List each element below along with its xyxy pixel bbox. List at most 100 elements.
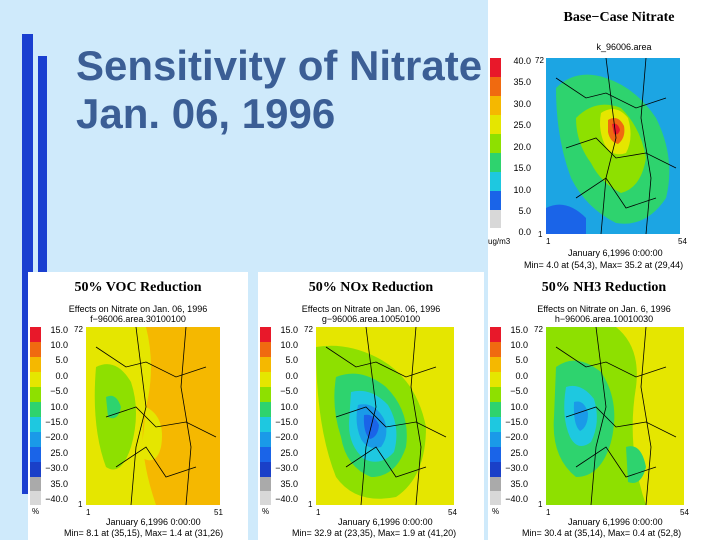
max-value: 1.9 at (41,20) (402, 528, 457, 538)
legend-label: −20.0 (45, 432, 68, 442)
max-label: Max= (599, 260, 623, 270)
legend-label: −5.0 (50, 386, 68, 396)
panel-base-case: Base−Case Nitrate k_96006.area 40.0 35.0… (488, 0, 720, 272)
legend-label: 10.0 (280, 402, 298, 412)
legend-colorbar (490, 327, 501, 505)
legend-label: 10.0 (50, 402, 68, 412)
legend-label: −20.0 (505, 432, 528, 442)
legend-label: 5.0 (55, 355, 68, 365)
legend-label: 15.0 (510, 325, 528, 335)
legend-label: 15.0 (280, 325, 298, 335)
min-label: Min= (64, 528, 84, 538)
unit-label: % (262, 507, 270, 516)
legend-colorbar (30, 327, 41, 505)
legend-label: 5.0 (518, 206, 531, 216)
panel-title: 50% VOC Reduction (74, 280, 202, 295)
min-value: 30.4 at (35,14), (544, 528, 606, 538)
legend-label: 10.0 (280, 340, 298, 350)
legend-label: −30.0 (275, 463, 298, 473)
legend-label: 10.0 (510, 402, 528, 412)
sensitivity-map (546, 327, 684, 505)
unit-label: % (492, 507, 500, 516)
max-value: 0.4 at (52,8) (632, 528, 682, 538)
min-label: Min= (524, 260, 544, 270)
axis-y-bottom: 1 (308, 500, 313, 509)
accent-bar-left (22, 34, 33, 494)
legend-label: 30.0 (513, 99, 531, 109)
min-max-line: Min= 8.1 at (35,15), Max= 1.4 at (31,26) (64, 528, 223, 538)
panel-voc-reduction: 50% VOC Reduction Effects on Nitrate on … (28, 272, 248, 540)
date-label: January 6,1996 0:00:00 (568, 517, 663, 527)
concentration-map (546, 58, 680, 234)
date-label: January 6,1996 0:00:00 (106, 517, 201, 527)
legend-label: 25.0 (510, 448, 528, 458)
legend-label: 5.0 (285, 355, 298, 365)
legend-label: 15.0 (50, 325, 68, 335)
panel-file: k_96006.area (596, 42, 652, 52)
panel-file: h−96006.area.10010030 (554, 314, 654, 324)
axis-x-end: 54 (448, 508, 457, 517)
axis-y-bottom: 1 (538, 500, 543, 509)
legend-label: 15.0 (513, 163, 531, 173)
legend-label: 10.0 (50, 340, 68, 350)
legend-label: 40.0 (513, 56, 531, 66)
min-label: Min= (292, 528, 312, 538)
legend-label: −15.0 (505, 417, 528, 427)
unit-label: ug/m3 (488, 237, 511, 246)
max-value: 35.2 at (29,44) (624, 260, 684, 270)
legend-label: 25.0 (513, 120, 531, 130)
panel-title: Base−Case Nitrate (563, 10, 675, 25)
legend-label: 35.0 (510, 479, 528, 489)
legend-label: 35.0 (513, 77, 531, 87)
legend-colorbar (260, 327, 271, 505)
legend-colorbar (490, 58, 501, 228)
axis-x-end: 54 (680, 508, 689, 517)
legend-label: 0.0 (518, 227, 531, 237)
axis-x-end: 54 (678, 237, 687, 246)
axis-x-start: 1 (546, 237, 551, 246)
legend-label: 0.0 (55, 371, 68, 381)
axis-x-start: 1 (546, 508, 551, 517)
legend-label: 35.0 (50, 479, 68, 489)
axis-y-top: 72 (304, 325, 313, 334)
legend-label: −30.0 (505, 463, 528, 473)
panel-title: 50% NH3 Reduction (541, 280, 667, 295)
axis-y-bottom: 1 (538, 230, 543, 239)
legend-label: −15.0 (275, 417, 298, 427)
legend-label: 5.0 (515, 355, 528, 365)
date-label: January 6,1996 0:00:00 (338, 517, 433, 527)
legend-label: −40.0 (505, 494, 528, 504)
sensitivity-map (316, 327, 454, 505)
panel-file: g−96006.area.10050100 (321, 314, 421, 324)
panel-subtitle-text: Effects on Nitrate on Jan. 6, 1996 (537, 304, 671, 314)
date-label: January 6,1996 0:00:00 (568, 248, 663, 258)
legend-label: −5.0 (280, 386, 298, 396)
min-max-line: Min= 30.4 at (35,14), Max= 0.4 at (52,8) (522, 528, 681, 538)
legend-label: 0.0 (285, 371, 298, 381)
unit-label: % (32, 507, 40, 516)
axis-x-end: 51 (214, 508, 223, 517)
min-label: Min= (522, 528, 542, 538)
panel-subtitle: Effects on Nitrate on Jan. 6, 1996 h−960… (488, 304, 720, 324)
axis-y-bottom: 1 (78, 500, 83, 509)
legend-label: 25.0 (50, 448, 68, 458)
legend-label: 35.0 (280, 479, 298, 489)
legend-label: −15.0 (45, 417, 68, 427)
max-label: Max= (607, 528, 631, 538)
max-label: Max= (377, 528, 401, 538)
min-max-line: Min= 4.0 at (54,3), Max= 35.2 at (29,44) (524, 260, 683, 270)
max-value: 1.4 at (31,26) (169, 528, 224, 538)
axis-x-start: 1 (316, 508, 321, 517)
legend-label: 25.0 (280, 448, 298, 458)
legend-label: −40.0 (275, 494, 298, 504)
panel-subtitle: Effects on Nitrate on Jan. 06, 1996 f−96… (28, 304, 248, 324)
axis-y-top: 72 (534, 325, 543, 334)
sensitivity-map (86, 327, 220, 505)
legend-label: −40.0 (45, 494, 68, 504)
legend-label: 10.0 (513, 185, 531, 195)
axis-x-start: 1 (86, 508, 91, 517)
axis-y-top: 72 (535, 56, 544, 65)
panel-nh3-reduction: 50% NH3 Reduction Effects on Nitrate on … (488, 272, 720, 540)
panel-subtitle: Effects on Nitrate on Jan. 06, 1996 g−96… (258, 304, 484, 324)
legend-label: 20.0 (513, 142, 531, 152)
